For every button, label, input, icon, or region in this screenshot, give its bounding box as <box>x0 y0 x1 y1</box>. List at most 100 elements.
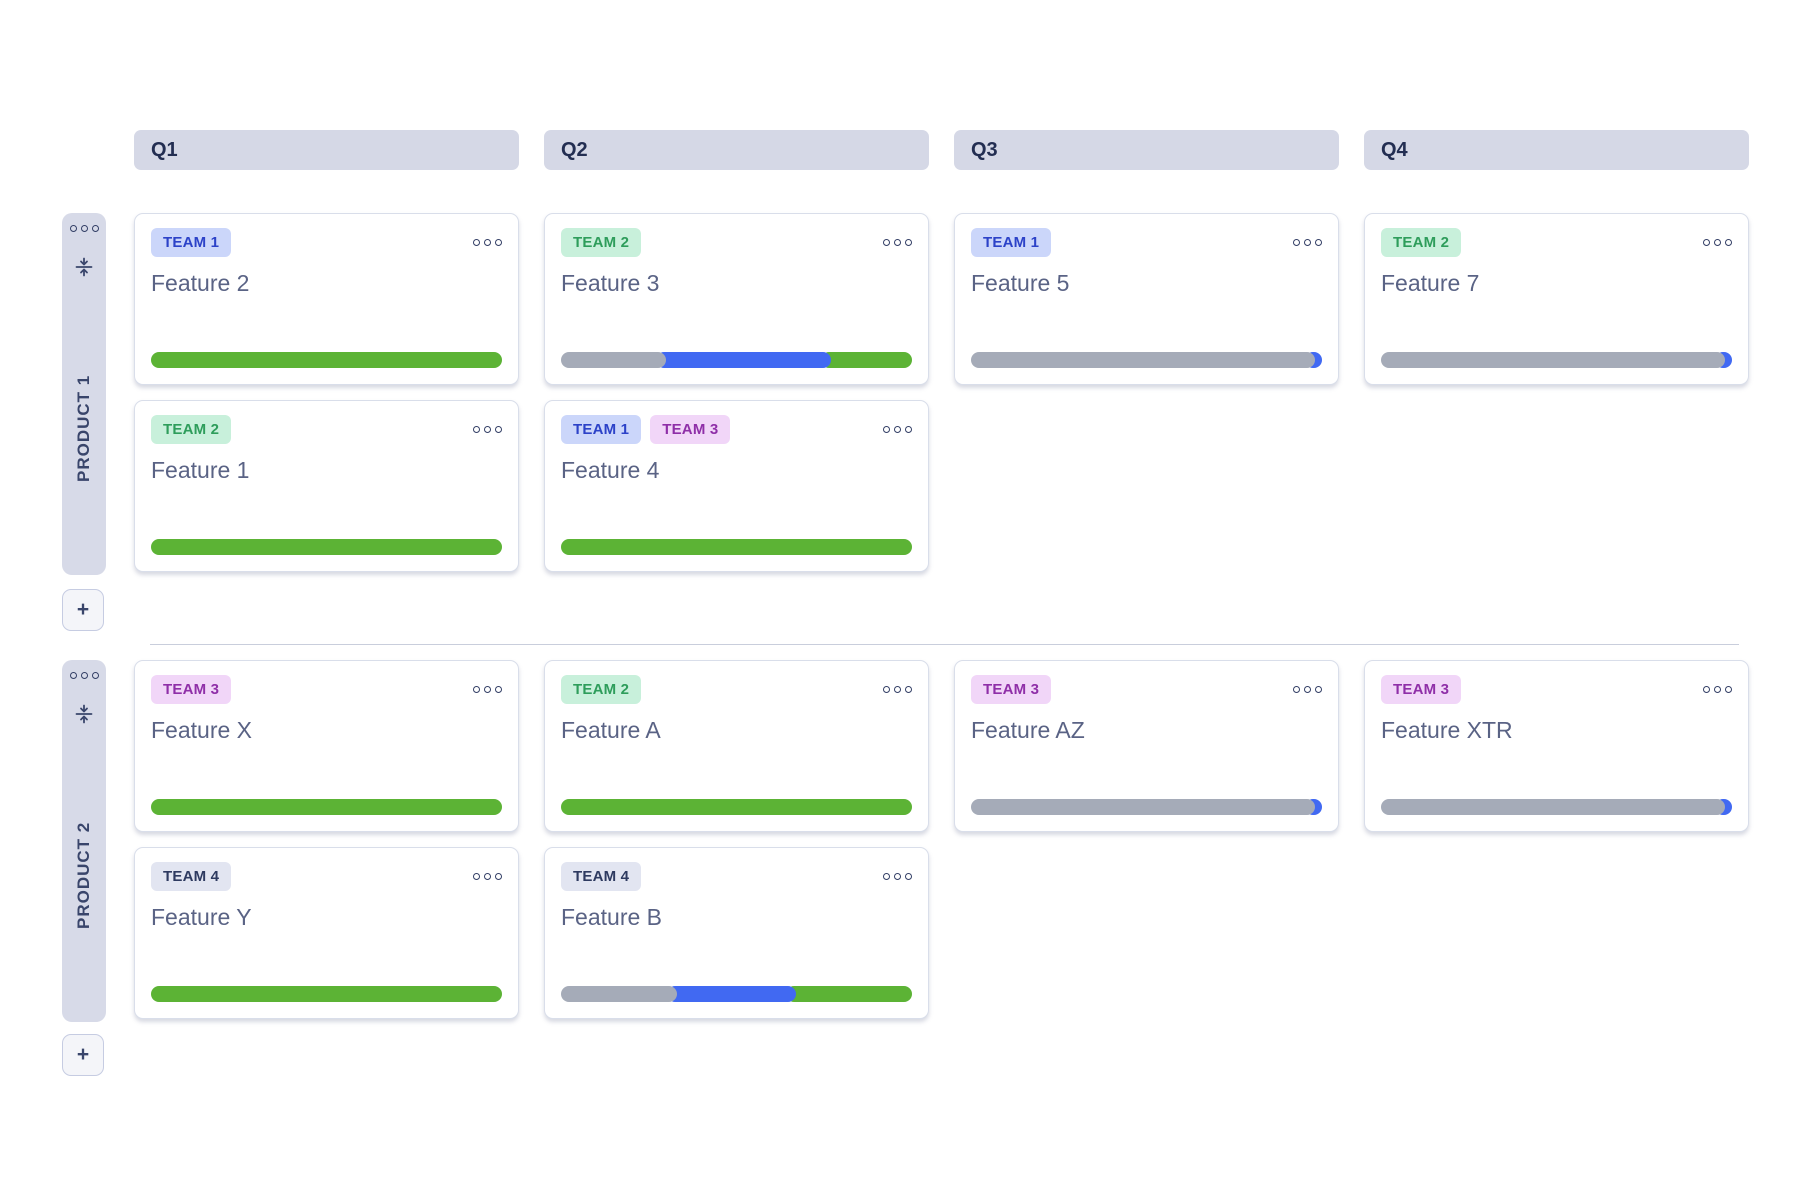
more-options-icon <box>1315 239 1322 246</box>
card-menu-button[interactable] <box>1293 239 1322 246</box>
more-options-icon <box>495 873 502 880</box>
card-menu-button[interactable] <box>1293 686 1322 693</box>
progress-bar <box>151 352 502 368</box>
more-options-icon <box>883 686 890 693</box>
feature-card[interactable]: TEAM 3 Feature X <box>134 660 519 832</box>
feature-card[interactable]: TEAM 2 Feature A <box>544 660 929 832</box>
more-options-icon <box>1304 686 1311 693</box>
feature-card[interactable]: TEAM 3 Feature AZ <box>954 660 1339 832</box>
feature-card[interactable]: TEAM 4 Feature Y <box>134 847 519 1019</box>
progress-bar <box>151 539 502 555</box>
card-menu-button[interactable] <box>473 239 502 246</box>
feature-card[interactable]: TEAM 1 TEAM 3 Feature 4 <box>544 400 929 572</box>
card-title: Feature 4 <box>561 457 660 483</box>
product-2-lane: TEAM 3 Feature X TEAM 2 Feature A TEAM 3… <box>134 660 1749 1019</box>
product-1-lane-rail: PRODUCT 1 <box>62 213 106 575</box>
progress-bar <box>1381 352 1732 368</box>
feature-card[interactable]: TEAM 2 Feature 3 <box>544 213 929 385</box>
product-1-lane: TEAM 1 Feature 2 TEAM 2 Feature 3 TEAM 1… <box>134 213 1749 572</box>
team-badge: TEAM 3 <box>971 675 1052 704</box>
progress-bar <box>1381 799 1732 815</box>
lane-menu-button[interactable] <box>69 225 99 232</box>
card-title: Feature 3 <box>561 270 660 296</box>
more-options-icon <box>473 426 480 433</box>
quarter-header-q2: Q2 <box>544 130 929 170</box>
progress-segment-planned <box>1381 352 1725 368</box>
more-options-icon <box>495 686 502 693</box>
collapse-lane-button[interactable] <box>73 256 95 278</box>
progress-bar <box>971 352 1322 368</box>
more-options-icon <box>69 672 77 679</box>
team-badge: TEAM 1 <box>561 415 642 444</box>
progress-segment-in_progress <box>666 986 797 1002</box>
quarter-header-q4: Q4 <box>1364 130 1749 170</box>
feature-card[interactable]: TEAM 2 Feature 1 <box>134 400 519 572</box>
progress-bar <box>561 352 912 368</box>
lane-menu-button[interactable] <box>69 672 99 679</box>
card-title: Feature B <box>561 904 662 930</box>
add-item-product-2-button[interactable]: + <box>62 1034 104 1076</box>
feature-card[interactable]: TEAM 1 Feature 2 <box>134 213 519 385</box>
more-options-icon <box>484 239 491 246</box>
progress-segment-done <box>561 799 912 815</box>
progress-bar <box>561 986 912 1002</box>
card-title: Feature Y <box>151 904 252 930</box>
progress-segment-done <box>151 539 502 555</box>
more-options-icon <box>1703 239 1710 246</box>
more-options-icon <box>883 239 890 246</box>
more-options-icon <box>905 873 912 880</box>
progress-segment-planned <box>561 986 677 1002</box>
collapse-lane-button[interactable] <box>73 703 95 725</box>
quarter-header-q3: Q3 <box>954 130 1339 170</box>
card-title: Feature 7 <box>1381 270 1480 296</box>
more-options-icon <box>1725 686 1732 693</box>
more-options-icon <box>484 686 491 693</box>
team-badge: TEAM 2 <box>1381 228 1462 257</box>
feature-card[interactable]: TEAM 1 Feature 5 <box>954 213 1339 385</box>
progress-bar <box>561 539 912 555</box>
feature-card[interactable]: TEAM 4 Feature B <box>544 847 929 1019</box>
team-badge: TEAM 2 <box>151 415 232 444</box>
collapse-lane-icon <box>75 257 93 277</box>
more-options-icon <box>1293 239 1300 246</box>
more-options-icon <box>894 873 901 880</box>
more-options-icon <box>883 426 890 433</box>
feature-card[interactable]: TEAM 2 Feature 7 <box>1364 213 1749 385</box>
more-options-icon <box>484 426 491 433</box>
card-menu-button[interactable] <box>1703 239 1732 246</box>
card-menu-button[interactable] <box>883 686 912 693</box>
card-menu-button[interactable] <box>1703 686 1732 693</box>
card-menu-button[interactable] <box>883 426 912 433</box>
card-menu-button[interactable] <box>883 239 912 246</box>
more-options-icon <box>495 239 502 246</box>
card-menu-button[interactable] <box>473 686 502 693</box>
more-options-icon <box>1703 686 1710 693</box>
more-options-icon <box>473 239 480 246</box>
card-title: Feature A <box>561 717 661 743</box>
card-title: Feature X <box>151 717 252 743</box>
progress-segment-done <box>151 352 502 368</box>
more-options-icon <box>91 672 99 679</box>
card-menu-button[interactable] <box>473 426 502 433</box>
team-badge: TEAM 2 <box>561 675 642 704</box>
more-options-icon <box>473 686 480 693</box>
more-options-icon <box>484 873 491 880</box>
product-1-label: PRODUCT 1 <box>74 374 93 483</box>
add-item-product-1-button[interactable]: + <box>62 589 104 631</box>
more-options-icon <box>1293 686 1300 693</box>
more-options-icon <box>894 426 901 433</box>
card-menu-button[interactable] <box>883 873 912 880</box>
progress-segment-done <box>151 986 502 1002</box>
team-badge: TEAM 3 <box>650 415 731 444</box>
more-options-icon <box>883 873 890 880</box>
card-menu-button[interactable] <box>473 873 502 880</box>
progress-segment-done <box>561 539 912 555</box>
card-title: Feature 2 <box>151 270 250 296</box>
more-options-icon <box>495 426 502 433</box>
more-options-icon <box>1315 686 1322 693</box>
team-badge: TEAM 1 <box>971 228 1052 257</box>
more-options-icon <box>894 686 901 693</box>
progress-segment-planned <box>561 352 667 368</box>
team-badge: TEAM 4 <box>561 862 642 891</box>
feature-card[interactable]: TEAM 3 Feature XTR <box>1364 660 1749 832</box>
